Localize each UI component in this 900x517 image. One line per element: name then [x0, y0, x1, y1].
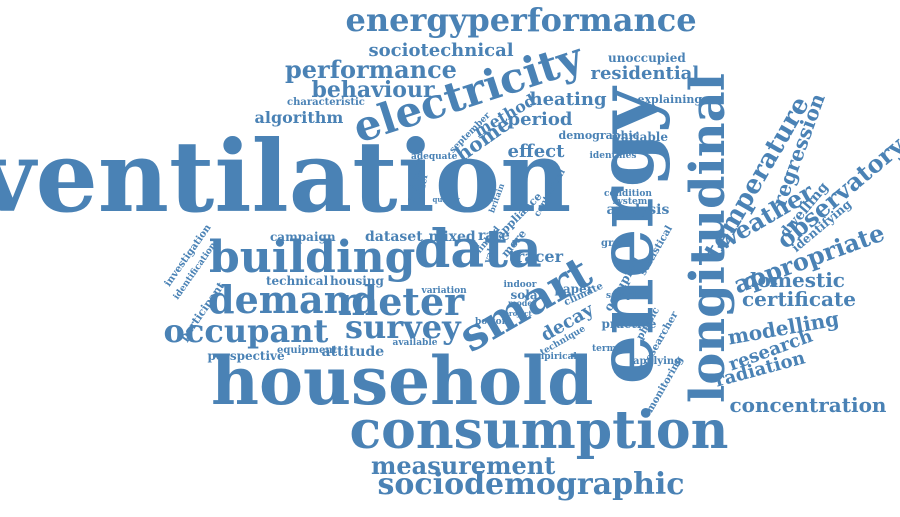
- word-period: period: [507, 109, 573, 130]
- word-meter: meter: [338, 279, 465, 324]
- word-adequate: adequate: [411, 151, 458, 162]
- word-solar: solar: [510, 288, 544, 302]
- word-data: data: [414, 219, 542, 280]
- word-attitude: attitude: [321, 344, 385, 360]
- word-campaign: campaign: [270, 230, 336, 244]
- word-explaining: explaining: [637, 92, 703, 106]
- word-project: project: [504, 308, 532, 318]
- word-unoccupied: unoccupied: [608, 51, 686, 65]
- word-consumption: consumption: [349, 400, 729, 461]
- word-model: model: [508, 298, 536, 308]
- word-concentration: concentration: [729, 393, 887, 417]
- word-heating: heating: [529, 89, 607, 110]
- word-condition: condition: [604, 188, 652, 199]
- word-measurement: measurement: [371, 451, 556, 480]
- word-great: great: [601, 238, 631, 249]
- word-demand: demand: [208, 277, 378, 322]
- word-sociotechnical: sociotechnical: [368, 40, 514, 61]
- word-occupant: occupant: [163, 312, 329, 350]
- word-empirical: empirical: [529, 351, 577, 362]
- word-domestic: domestic: [743, 268, 845, 292]
- word-variation: variation: [421, 285, 467, 296]
- word-available: available: [392, 337, 438, 348]
- word-building: building: [209, 232, 416, 283]
- word-ventilation: ventilation: [0, 120, 572, 235]
- word-system: system: [612, 196, 648, 207]
- word-sample: sample: [606, 290, 642, 301]
- word-applying: applying: [633, 356, 682, 367]
- word-term: term: [592, 343, 617, 354]
- word-sociodemographic: sociodemographic: [377, 467, 685, 502]
- word-tracer: tracer: [508, 247, 564, 266]
- word-certificate: certificate: [742, 287, 856, 311]
- word-technical: technical: [266, 274, 329, 288]
- word-housing: housing: [330, 274, 384, 288]
- word-household: household: [211, 342, 594, 420]
- word-paper: paper: [554, 282, 594, 296]
- word-residential: residential: [590, 63, 700, 84]
- word-equipment: equipment: [277, 345, 338, 356]
- word-analysis: analysis: [606, 202, 670, 218]
- word-behaviour: behaviour: [311, 77, 435, 103]
- word-characteristic: characteristic: [287, 97, 365, 108]
- word-effect: effect: [507, 141, 565, 162]
- word-performance: performance: [285, 55, 457, 84]
- word-practice: practice: [601, 317, 657, 331]
- word-algorithm: algorithm: [254, 108, 344, 127]
- word-indoor: indoor: [503, 279, 537, 290]
- word-perspective: perspective: [207, 349, 285, 363]
- word-bottom: bottom: [475, 316, 512, 327]
- word-variable: variable: [614, 130, 668, 144]
- word-survey: survey: [345, 308, 461, 346]
- word-mixed: mixed: [428, 229, 476, 245]
- word-energyperformance: energyperformance: [345, 1, 697, 39]
- word-rate: rate: [478, 228, 510, 244]
- word-demographic: demographic: [558, 128, 640, 142]
- word-dataset: dataset: [365, 229, 423, 245]
- word-quality: quality: [432, 194, 460, 204]
- word-identifies: identifies: [589, 150, 637, 161]
